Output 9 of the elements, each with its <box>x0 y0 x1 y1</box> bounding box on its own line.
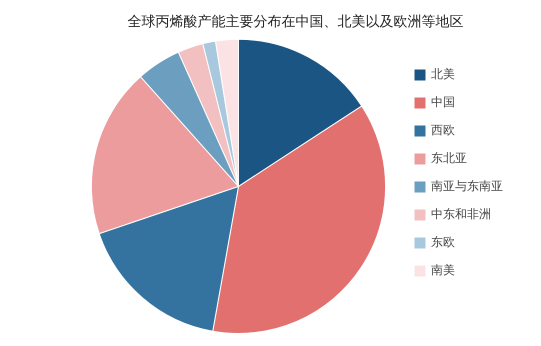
legend-label: 西欧 <box>431 123 455 138</box>
chart-title: 全球丙烯酸产能主要分布在中国、北美以及欧洲等地区 <box>128 14 464 30</box>
legend-label: 东北亚 <box>431 151 467 166</box>
legend-label: 南美 <box>431 263 455 278</box>
legend-label: 中东和非洲 <box>431 207 491 222</box>
legend-label: 中国 <box>431 95 455 110</box>
legend-label: 东欧 <box>431 235 455 250</box>
legend-label: 南亚与东南亚 <box>431 179 503 194</box>
legend-label: 北美 <box>431 67 455 82</box>
